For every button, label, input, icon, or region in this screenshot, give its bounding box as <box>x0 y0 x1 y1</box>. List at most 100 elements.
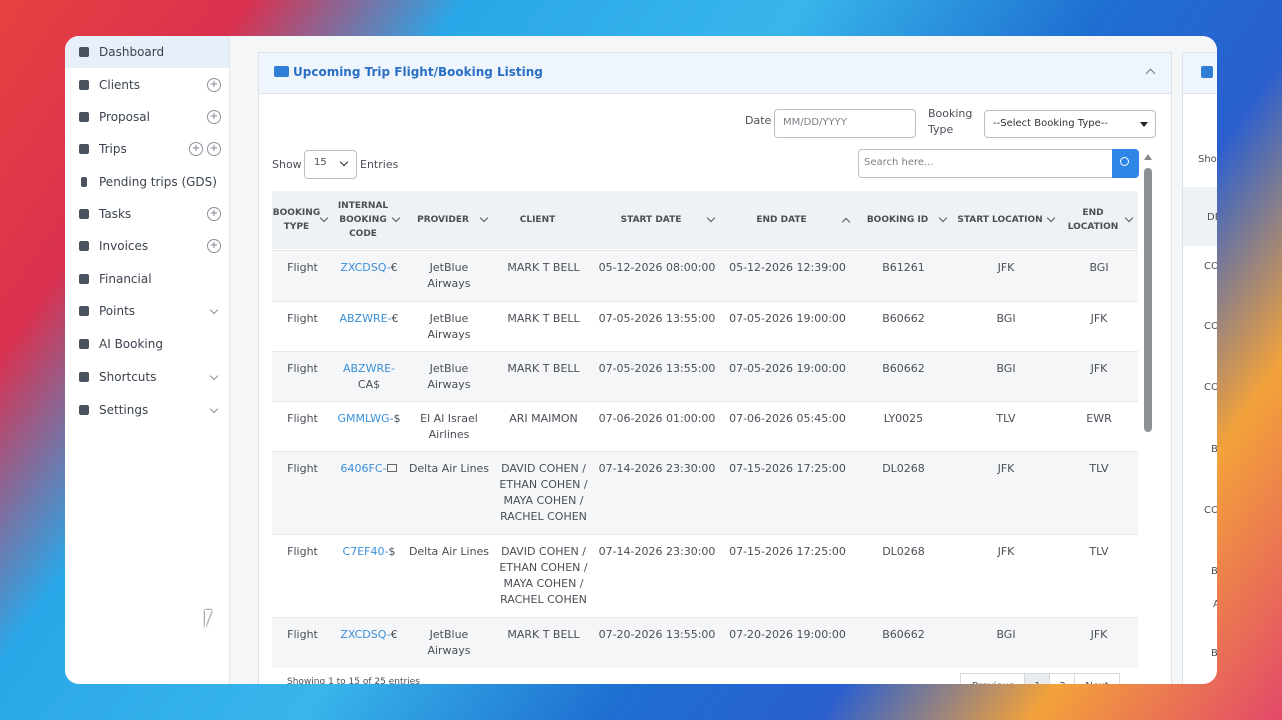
table-cell: ABZWRE-€ <box>336 311 402 327</box>
entries-label: Entries <box>360 158 399 171</box>
pagination-button[interactable]: Previous <box>960 673 1026 684</box>
search-input[interactable]: Search here... <box>858 149 1116 178</box>
add-button[interactable]: + <box>207 110 221 124</box>
booking-code-link[interactable]: C7EF40- <box>342 545 389 558</box>
menu-icon <box>79 144 89 154</box>
pagination-button[interactable]: 1 <box>1024 673 1051 684</box>
column-header[interactable]: INTERNAL BOOKING CODE <box>333 198 393 242</box>
menu-item[interactable]: Pending trips (GDS) <box>65 166 229 198</box>
side-table-header <box>1183 187 1217 246</box>
add-button[interactable]: + <box>207 207 221 221</box>
booking-code-link[interactable]: ZXCDSQ- <box>340 628 391 641</box>
table-cell: Flight <box>287 462 318 475</box>
table-cell: Flight <box>287 628 318 641</box>
column-title: BOOKING TYPE <box>272 208 321 232</box>
table-cell: El Al Israel Airlines <box>420 412 478 441</box>
collapse-toggle[interactable] <box>1145 68 1156 79</box>
entries-info: Showing 1 to 15 of 25 entries <box>287 677 420 684</box>
table-cell: 07-05-2026 13:55:00 <box>598 362 716 375</box>
column-title: START LOCATION <box>957 215 1043 225</box>
booking-type-label: Booking Type <box>928 107 973 136</box>
add-button[interactable]: + <box>207 78 221 92</box>
table-cell: TLV <box>1089 545 1109 558</box>
booking-code-link[interactable]: 6406FC- <box>340 462 387 475</box>
booking-code-link[interactable]: ZXCDSQ- <box>340 261 391 274</box>
menu-item[interactable]: AI Booking <box>65 328 229 360</box>
currency-icon <box>387 464 398 472</box>
column-header[interactable]: PROVIDER <box>405 198 481 242</box>
column-title: PROVIDER <box>417 215 469 225</box>
menu-item[interactable]: Financial <box>65 263 229 295</box>
side-panel: Sho DE CO CO CO B CO B A B <box>1182 52 1217 684</box>
menu-label[interactable]: Pending trips (GDS) <box>99 175 217 189</box>
menu-label[interactable]: AI Booking <box>99 337 163 351</box>
menu-item[interactable]: Trips + + <box>65 133 229 165</box>
panel-title: Upcoming Trip Flight/Booking Listing <box>293 65 543 79</box>
add-button[interactable]: + <box>207 239 221 253</box>
booking-type-select[interactable]: --Select Booking Type-- <box>984 110 1156 138</box>
menu-item[interactable]: Shortcuts <box>65 361 229 393</box>
menu-label[interactable]: Invoices <box>99 239 149 253</box>
table-cell: MARK T BELL <box>507 362 580 375</box>
table-cell: 07-14-2026 23:30:00 <box>598 545 716 558</box>
menu-label[interactable]: Shortcuts <box>99 370 157 384</box>
menu-label[interactable]: Clients <box>99 78 140 92</box>
page-size-select[interactable]: 15 <box>304 150 357 179</box>
cut-off-text: CO <box>1204 382 1217 393</box>
menu-item[interactable]: Points <box>65 295 229 327</box>
pagination-button[interactable]: Next <box>1074 673 1120 684</box>
table-cell: Flight <box>287 545 318 558</box>
table-cell: 05-12-2026 08:00:00 <box>598 261 716 274</box>
table-cell: LY0025 <box>883 412 924 425</box>
menu-item[interactable]: Proposal + <box>65 101 229 133</box>
column-header[interactable]: END DATE <box>720 198 843 242</box>
menu-label[interactable]: Tasks <box>99 207 132 221</box>
menu-icon <box>79 372 89 382</box>
add-button[interactable]: + <box>207 142 221 156</box>
scrollbar-thumb[interactable] <box>1144 168 1152 432</box>
add-button[interactable]: + <box>189 142 203 156</box>
table-cell: 07-06-2026 01:00:00 <box>598 412 716 425</box>
date-input[interactable]: MM/DD/YYYY <box>774 109 916 138</box>
table-cell: MARK T BELL <box>507 628 580 641</box>
search-button[interactable] <box>1112 149 1139 178</box>
booking-type-option: --Select Booking Type-- <box>993 118 1108 129</box>
table-cell: B60662 <box>882 362 925 375</box>
table-cell: JFK <box>997 462 1015 475</box>
column-header[interactable]: BOOKING ID <box>855 198 940 242</box>
booking-code-link[interactable]: GMMLWG- <box>337 412 394 425</box>
menu-item[interactable]: Tasks + <box>65 198 229 230</box>
column-header[interactable]: END LOCATION <box>1060 198 1126 242</box>
menu-item[interactable]: Clients + <box>65 69 229 101</box>
table-cell: JetBlue Airways <box>427 362 471 391</box>
column-header[interactable]: BOOKING TYPE <box>272 198 321 242</box>
menu-item[interactable]: Settings <box>65 394 229 426</box>
column-header[interactable]: CLIENT <box>493 198 582 242</box>
menu-label[interactable]: Points <box>99 304 136 318</box>
menu-label[interactable]: Dashboard <box>99 45 165 59</box>
table-cell: C7EF40-$ <box>336 544 402 560</box>
menu-label[interactable]: Proposal <box>99 110 150 124</box>
menu-item[interactable]: Dashboard <box>65 36 229 68</box>
expand-chevron[interactable] <box>209 305 219 315</box>
table-row <box>272 534 1138 618</box>
menu-label[interactable]: Trips <box>99 142 127 156</box>
expand-chevron[interactable] <box>209 404 219 414</box>
expand-chevron[interactable] <box>209 371 219 381</box>
pagination-button[interactable]: 2 <box>1049 673 1076 684</box>
table-cell: 07-15-2026 17:25:00 <box>729 545 846 558</box>
table-row <box>272 617 1138 668</box>
column-header[interactable]: START LOCATION <box>952 198 1048 242</box>
booking-code-link[interactable]: ABZWRE- <box>339 312 392 325</box>
menu-item[interactable]: Invoices + <box>65 230 229 262</box>
booking-code-link[interactable]: ABZWRE- <box>342 362 396 375</box>
scroll-up[interactable] <box>1144 154 1152 160</box>
column-header[interactable]: START DATE <box>594 198 708 242</box>
panel-icon <box>274 66 289 77</box>
menu-label[interactable]: Financial <box>99 272 152 286</box>
menu-label[interactable]: Settings <box>99 403 149 417</box>
cut-off-text: DE <box>1207 212 1217 223</box>
column-title: BOOKING ID <box>866 215 929 225</box>
table-cell: ARI MAIMON <box>509 412 578 425</box>
side-panel-icon <box>1201 66 1213 78</box>
